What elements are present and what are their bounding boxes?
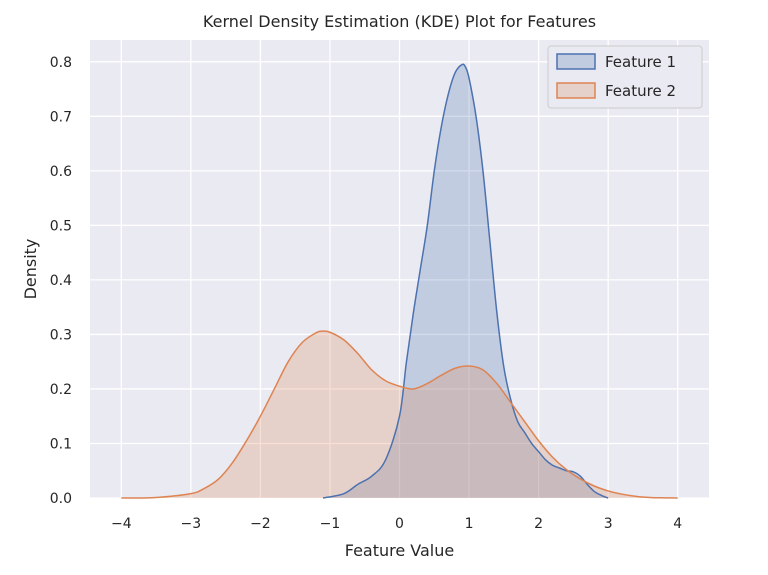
x-tick-label: −4	[111, 516, 132, 532]
y-axis-ticks: 0.0 0.1 0.2 0.3 0.4 0.5 0.6 0.7 0.8	[50, 55, 72, 507]
y-axis-title: Density	[21, 239, 40, 300]
line-feature-2	[121, 330, 678, 499]
y-tick-label: 0.5	[50, 218, 72, 234]
x-tick-label: −3	[181, 516, 202, 532]
y-tick-label: 0.6	[50, 164, 72, 180]
legend-swatch-feature-1	[556, 53, 596, 70]
x-tick-label: 0	[395, 516, 404, 532]
line-feature-1	[322, 63, 609, 499]
area-feature-1	[322, 64, 609, 498]
x-tick-label: 1	[465, 516, 474, 532]
y-tick-label: 0.0	[50, 491, 72, 507]
x-tick-label: 3	[604, 516, 613, 532]
x-tick-label: −1	[320, 516, 341, 532]
legend-swatch-feature-2	[556, 82, 596, 99]
x-tick-label: −2	[250, 516, 271, 532]
y-tick-label: 0.3	[50, 327, 72, 343]
chart-title: Kernel Density Estimation (KDE) Plot for…	[203, 12, 596, 31]
y-tick-label: 0.1	[50, 436, 72, 452]
x-tick-label: 4	[673, 516, 682, 532]
legend: Feature 1 Feature 2	[547, 45, 703, 109]
x-axis-title: Feature Value	[345, 541, 454, 560]
x-axis-ticks: −4 −3 −2 −1 0 1 2 3 4	[111, 516, 682, 532]
density-lines	[121, 63, 678, 499]
grid	[90, 40, 709, 499]
legend-box	[547, 45, 703, 109]
y-tick-label: 0.8	[50, 55, 72, 71]
y-tick-label: 0.7	[50, 109, 72, 125]
legend-label-feature-2: Feature 2	[605, 82, 676, 100]
y-tick-label: 0.2	[50, 382, 72, 398]
x-tick-label: 2	[534, 516, 543, 532]
y-tick-label: 0.4	[50, 273, 72, 289]
legend-label-feature-1: Feature 1	[605, 53, 676, 71]
